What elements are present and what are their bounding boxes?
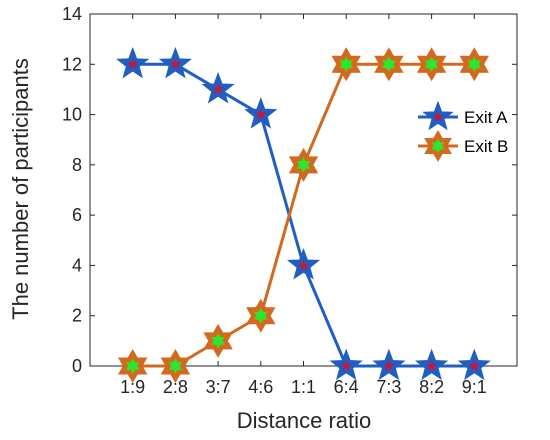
y-axis-label: The number of participants <box>8 58 33 320</box>
x-tick-label: 4:6 <box>248 377 273 397</box>
y-tick-label: 8 <box>72 155 82 175</box>
data-point-center <box>296 157 311 173</box>
legend-marker-center <box>432 111 444 122</box>
y-tick-label: 0 <box>72 356 82 376</box>
y-tick-label: 14 <box>62 4 82 24</box>
legend-label: Exit B <box>464 137 508 156</box>
legend-label: Exit A <box>464 108 508 127</box>
x-tick-label: 6:4 <box>334 377 359 397</box>
data-point-center <box>211 333 225 349</box>
legend-item: Exit A <box>418 100 508 131</box>
x-tick-label: 2:8 <box>163 377 188 397</box>
x-tick-label: 7:3 <box>376 377 401 397</box>
x-tick-label: 9:1 <box>462 377 487 397</box>
y-tick-label: 4 <box>72 255 82 275</box>
legend-marker-center <box>431 138 445 154</box>
x-axis-label: Distance ratio <box>237 408 372 433</box>
series-layer <box>116 46 491 383</box>
series-1 <box>117 47 490 383</box>
y-axis-ticks: 0 2 4 6 8 10 12 14 <box>62 4 517 376</box>
legend: Exit A Exit B <box>418 100 508 162</box>
data-point-center <box>383 359 395 371</box>
data-point-center <box>382 56 396 72</box>
data-point-center <box>126 358 140 374</box>
plot-area <box>89 13 518 367</box>
y-tick-label: 6 <box>72 205 82 225</box>
x-tick-label: 3:7 <box>206 377 231 397</box>
legend-item: Exit B <box>418 130 508 162</box>
series-0 <box>116 46 491 381</box>
data-point-center <box>212 83 224 95</box>
data-point-center <box>339 56 353 72</box>
data-point-center <box>168 358 183 374</box>
data-point-center <box>254 308 268 324</box>
y-tick-label: 2 <box>72 306 82 326</box>
data-point-center <box>467 56 481 72</box>
data-point-center <box>126 58 139 70</box>
x-tick-label: 8:2 <box>419 377 444 397</box>
data-point-center <box>340 359 352 371</box>
data-point-center <box>425 359 438 371</box>
y-tick-label: 12 <box>62 54 82 74</box>
data-point-center <box>169 58 182 70</box>
plot-frame <box>89 13 518 367</box>
y-tick-label: 10 <box>62 105 82 125</box>
data-point-center <box>468 359 481 371</box>
x-tick-label: 1:9 <box>120 377 145 397</box>
x-tick-label: 1:1 <box>291 377 316 397</box>
data-point-center <box>255 108 267 120</box>
data-point-center <box>297 259 310 271</box>
data-point-center <box>424 56 439 72</box>
